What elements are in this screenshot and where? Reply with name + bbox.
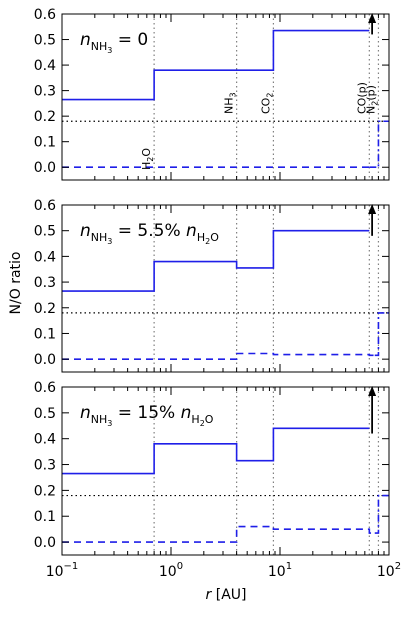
annotation-tail: O [205, 413, 214, 426]
panel-annotation: nNH3 = 5.5% nH2O [80, 221, 219, 246]
annotation-sub: NH [91, 413, 108, 426]
annotation-rest: = 15% [112, 403, 180, 423]
snowline-label-4: CO(p) [355, 82, 368, 114]
y-tick-label: 0.4 [34, 432, 56, 448]
series-dashdot-line [374, 494, 389, 534]
x-tick-label-base: 10 [159, 564, 177, 580]
annotation-sub-2: H [191, 413, 199, 426]
y-tick-label: 0.4 [34, 249, 56, 265]
x-tick-label: 102 [377, 561, 401, 580]
y-tick-label: 0.0 [34, 535, 56, 551]
x-axis-label: r [AU] [206, 587, 247, 603]
y-tick-label: 0.4 [34, 58, 56, 74]
y-tick-label: 0.6 [34, 380, 56, 396]
y-tick-label: 0.3 [34, 275, 56, 291]
y-tick-label: 0.2 [34, 109, 56, 125]
series-dashdot-line [374, 312, 389, 357]
annotation-var: n [80, 221, 91, 241]
x-tick-label-exp: −1 [64, 561, 79, 572]
annotation-rest: = 0 [112, 30, 148, 50]
x-tick-label: 10−1 [46, 561, 79, 580]
x-axis-label-unit: [AU] [211, 587, 246, 603]
annotation-rest: = 5.5% [112, 221, 186, 241]
panel-frame [61, 204, 390, 373]
annotation-subsub-2: 2 [205, 237, 210, 246]
annotation-sub: NH [91, 231, 108, 244]
panel-frame [61, 13, 390, 181]
snowline-label-3: CO2 [259, 93, 274, 114]
x-tick-label-exp: 2 [395, 561, 401, 572]
snowline-label-sub: 3 [229, 92, 238, 97]
snowline-label-tail: O [140, 148, 153, 157]
x-tick-label: 101 [268, 561, 292, 580]
series-dashdot-line [369, 120, 389, 169]
annotation-subsub: 3 [107, 46, 112, 55]
annotation-subsub-2: 2 [200, 419, 205, 428]
annotation-subsub: 3 [107, 237, 112, 246]
y-tick-label: 0.5 [34, 224, 56, 240]
panel-annotation: nNH3 = 0 [80, 30, 148, 55]
y-tick-label: 0.1 [34, 509, 56, 525]
y-tick-label: 0.1 [34, 135, 56, 151]
series-solid-line [62, 427, 370, 475]
annotation-sub-2: H [197, 231, 205, 244]
snowline-label-sub: 2 [370, 101, 379, 106]
snowline-label-sub: 2 [265, 93, 274, 98]
annotation-var-2: n [181, 403, 192, 423]
series-dashed-line [62, 352, 375, 360]
x-tick-label-base: 10 [46, 564, 64, 580]
y-tick-label: 0.6 [34, 198, 56, 214]
annotation-var: n [80, 30, 91, 50]
snowline-label-main: N [364, 106, 377, 114]
y-tick-label: 0.0 [34, 352, 56, 368]
x-tick-label-base: 10 [268, 564, 286, 580]
annotation-var: n [80, 403, 91, 423]
snowline-label-tail: (p) [364, 85, 377, 101]
y-tick-label: 0.2 [34, 301, 56, 317]
snowline-label-main: CO(p) [355, 82, 368, 114]
x-tick-label: 100 [159, 561, 183, 580]
series-solid-line [62, 229, 370, 292]
y-tick-label: 0.3 [34, 458, 56, 474]
snowline-label-1: H2O [140, 148, 155, 170]
x-tick-label-base: 10 [377, 564, 395, 580]
y-tick-label: 0.6 [34, 7, 56, 23]
annotation-tail: O [210, 231, 219, 244]
x-axis-label-var: r [206, 587, 213, 603]
snowline-label-2: NH3 [223, 92, 238, 114]
y-tick-label: 0.2 [34, 483, 56, 499]
y-tick-label: 0.1 [34, 326, 56, 342]
panel-3: nNH3 = 15% nH2O0.00.10.20.30.40.50.610−1… [34, 380, 401, 580]
panel-annotation: nNH3 = 15% nH2O [80, 403, 214, 428]
annotation-sub: NH [91, 40, 108, 53]
panel-frame [61, 386, 390, 556]
annotation-var-2: n [186, 221, 197, 241]
snowline-label-main: NH [223, 98, 236, 115]
series-solid-line [62, 29, 370, 101]
snowline-label-main: CO [259, 97, 272, 114]
snowline-label-sub: 2 [146, 157, 155, 162]
x-tick-label-exp: 0 [177, 561, 183, 572]
series-dashed-line [62, 525, 375, 543]
y-axis-label: N/O ratio [8, 252, 24, 315]
y-tick-label: 0.5 [34, 406, 56, 422]
y-tick-label: 0.5 [34, 33, 56, 49]
snowline-label-main: H [140, 162, 153, 170]
y-tick-label: 0.0 [34, 160, 56, 176]
x-tick-label-exp: 1 [286, 561, 292, 572]
y-tick-label: 0.3 [34, 84, 56, 100]
snowline-label-5: N2(p) [364, 85, 379, 114]
annotation-subsub: 3 [107, 419, 112, 428]
